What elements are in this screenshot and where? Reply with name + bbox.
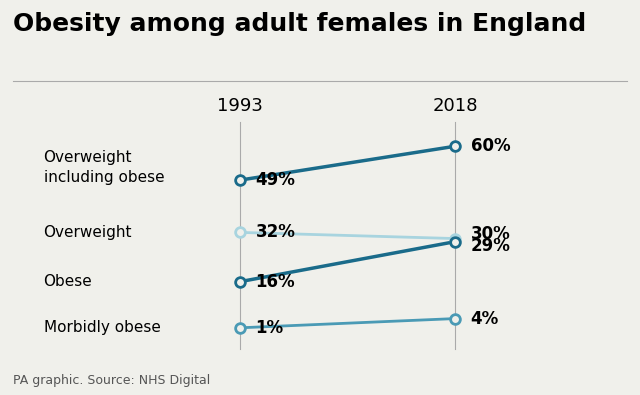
Text: 60%: 60% [470,137,510,155]
Text: 1993: 1993 [217,98,263,115]
Text: Obesity among adult females in England: Obesity among adult females in England [13,12,586,36]
Text: Obese: Obese [44,274,92,289]
Text: 2018: 2018 [433,98,478,115]
Text: 30%: 30% [470,225,510,243]
Text: Overweight: Overweight [44,225,132,240]
Text: 32%: 32% [255,224,296,241]
Text: Overweight
including obese: Overweight including obese [44,150,164,185]
Text: 29%: 29% [470,237,511,255]
Text: 49%: 49% [255,171,296,189]
Text: 4%: 4% [470,310,499,327]
Text: 1%: 1% [255,319,284,337]
Text: 16%: 16% [255,273,295,291]
Text: PA graphic. Source: NHS Digital: PA graphic. Source: NHS Digital [13,374,210,387]
Text: Morbidly obese: Morbidly obese [44,320,161,335]
